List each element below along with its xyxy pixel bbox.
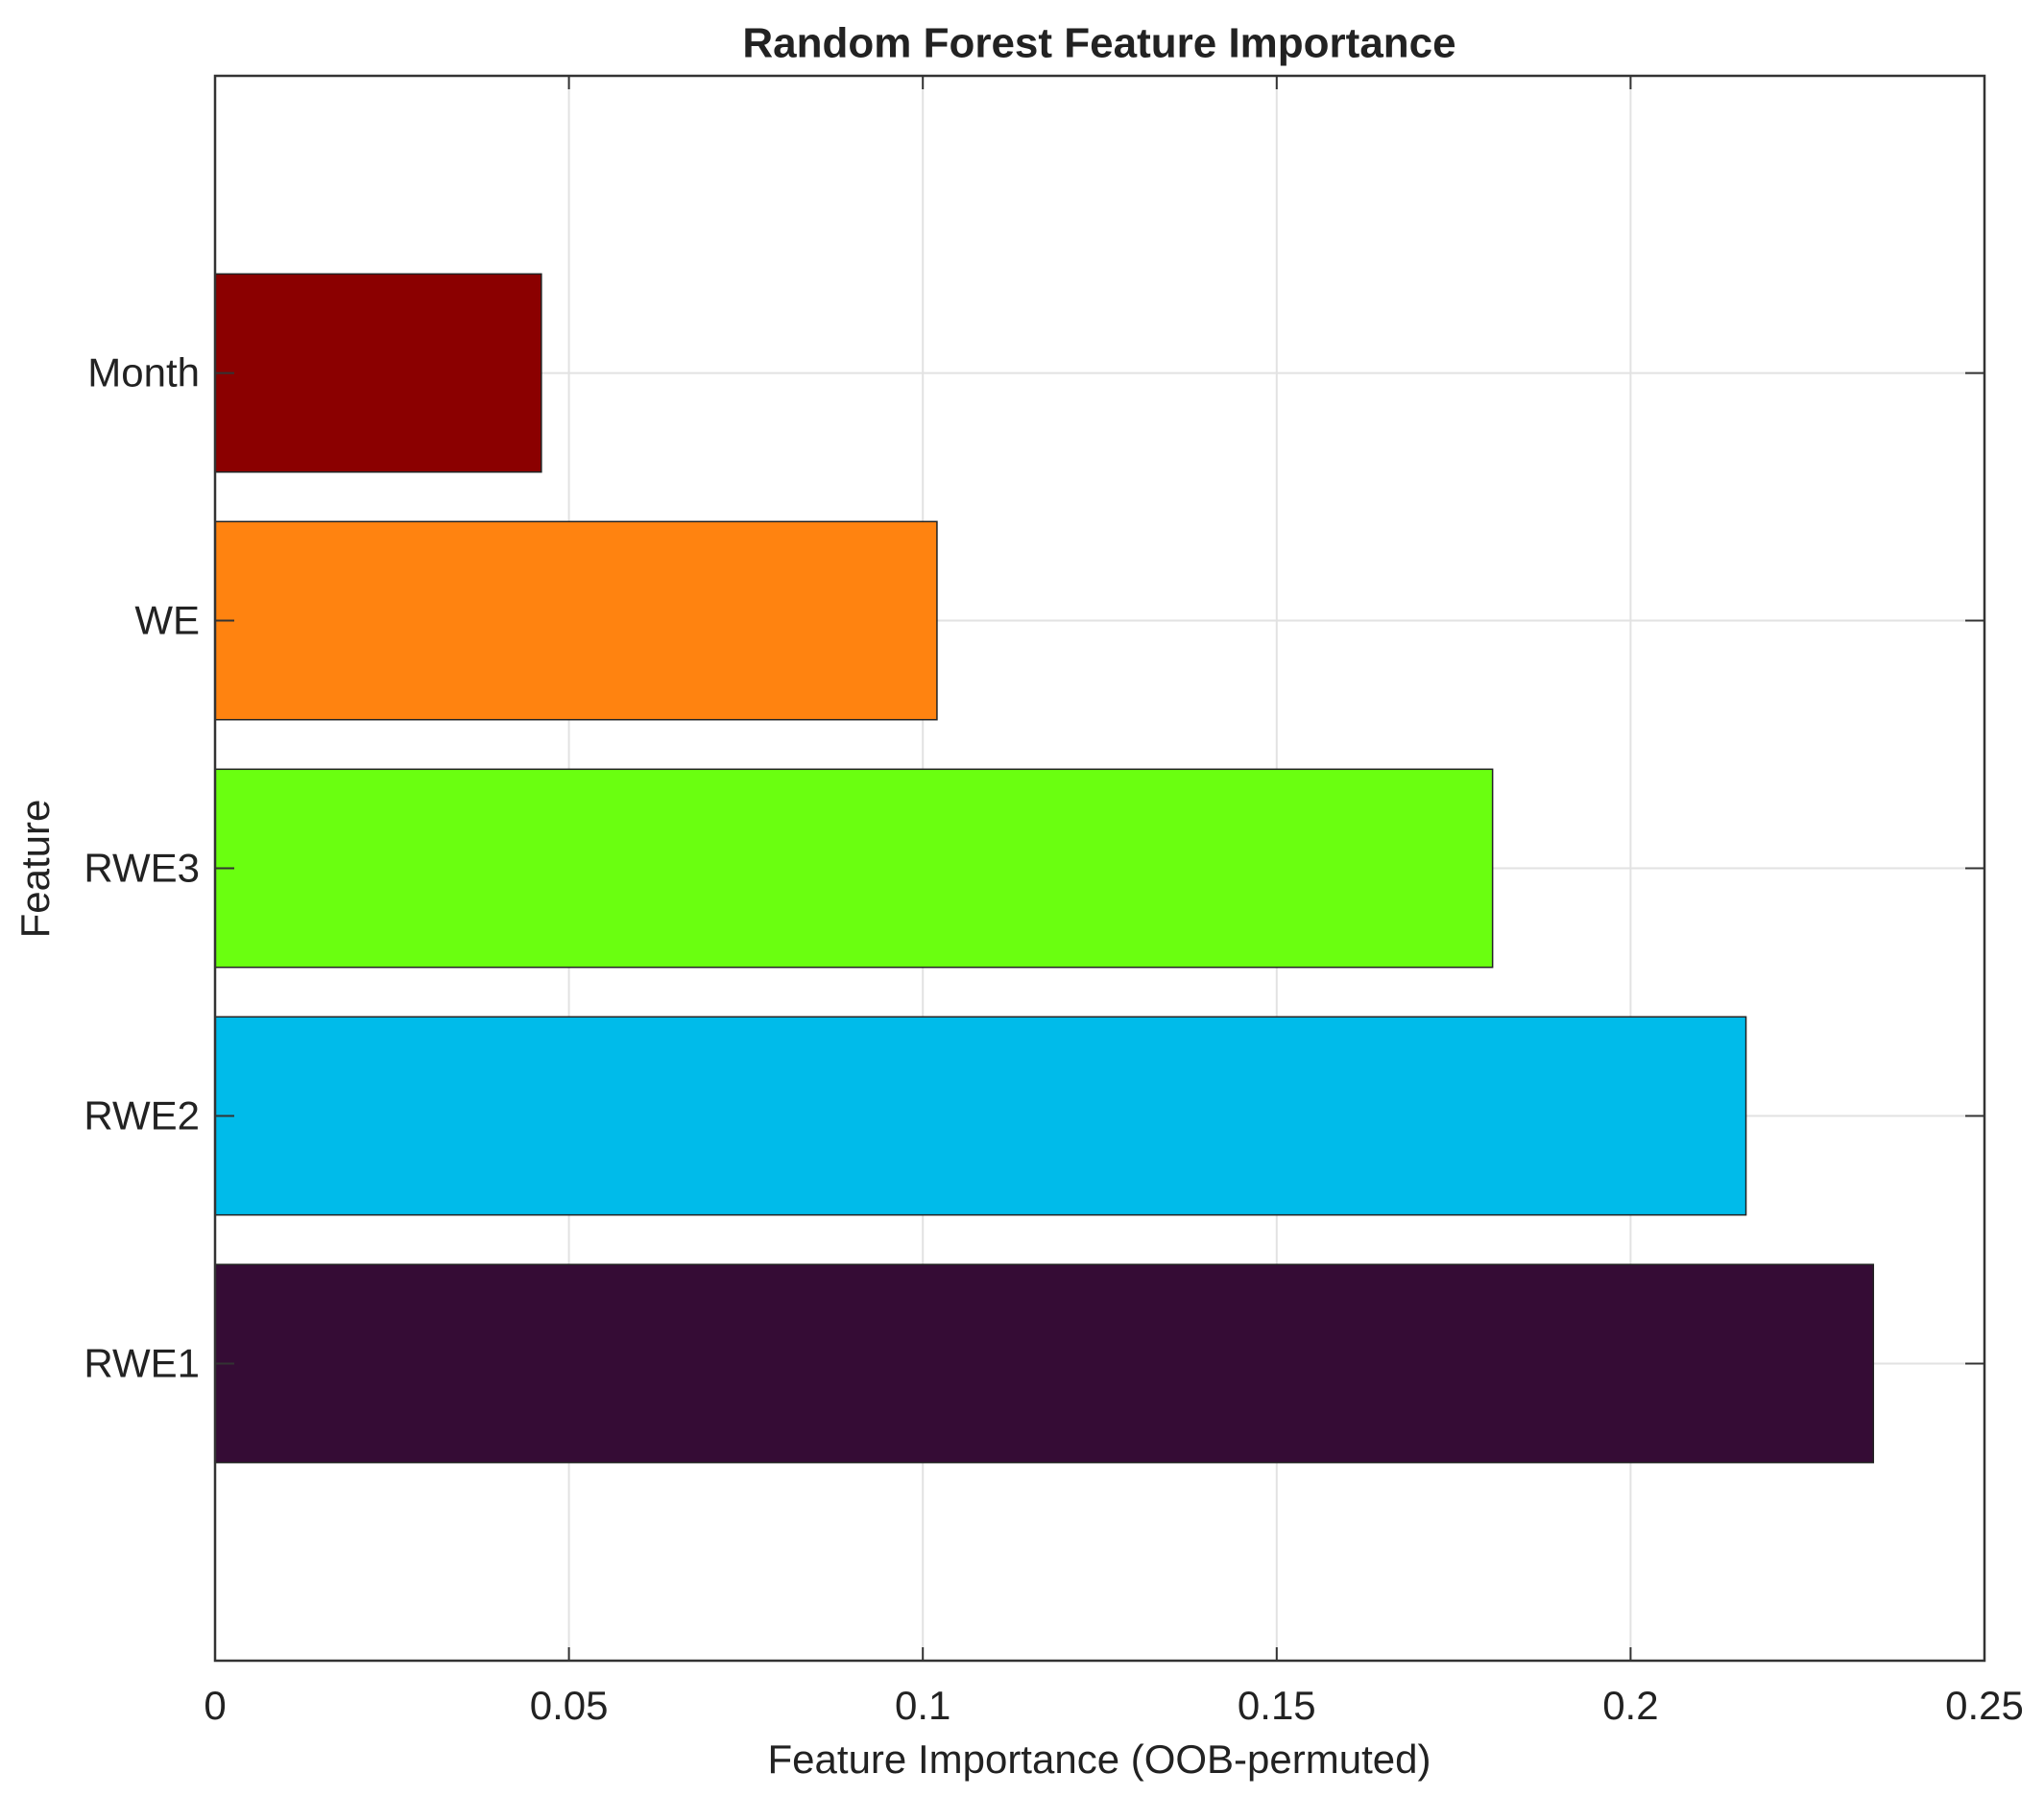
y-tick-label: WE xyxy=(134,598,200,643)
y-axis-label: Feature xyxy=(12,800,58,939)
x-tick-label: 0.05 xyxy=(530,1683,609,1728)
bar xyxy=(214,273,542,473)
x-tick-label: 0.25 xyxy=(1945,1683,2024,1728)
x-tick-label: 0.15 xyxy=(1238,1683,1316,1728)
x-tick-label: 0.2 xyxy=(1602,1683,1658,1728)
bar xyxy=(214,1016,1747,1216)
y-tick-label: RWE1 xyxy=(84,1341,200,1386)
bar xyxy=(214,520,938,721)
bar xyxy=(214,768,1494,969)
plot-frame xyxy=(213,74,1986,1663)
y-tick-label: RWE3 xyxy=(84,846,200,891)
x-tick-label: 0.1 xyxy=(895,1683,950,1728)
y-tick-label: RWE2 xyxy=(84,1093,200,1138)
bar xyxy=(214,1263,1875,1464)
y-tick-label: Month xyxy=(87,350,200,395)
chart-title: Random Forest Feature Importance xyxy=(742,20,1455,67)
x-axis-label: Feature Importance (OOB-permuted) xyxy=(768,1737,1431,1782)
x-tick-label: 0 xyxy=(204,1683,226,1728)
